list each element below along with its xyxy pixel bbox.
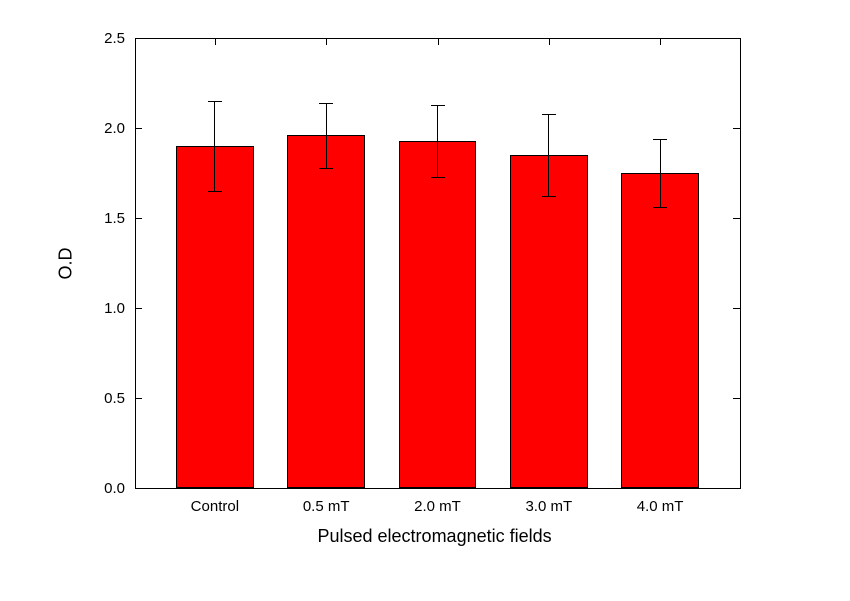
- y-tick-left: [135, 38, 142, 39]
- plot-border-bottom: [135, 488, 741, 489]
- plot-border-right: [740, 38, 741, 489]
- y-tick-label: 1.0: [104, 300, 125, 317]
- x-tick-top: [326, 38, 327, 45]
- bar: [621, 173, 699, 488]
- error-bar-line: [214, 101, 215, 191]
- y-tick-label: 0.5: [104, 390, 125, 407]
- bar: [176, 146, 254, 488]
- x-tick-top: [438, 38, 439, 45]
- y-tick-label: 2.0: [104, 120, 125, 137]
- y-tick-right: [733, 38, 740, 39]
- y-tick-left: [135, 488, 142, 489]
- y-tick-right: [733, 308, 740, 309]
- error-bar-cap-top: [431, 105, 445, 106]
- bar: [510, 155, 588, 488]
- error-bar-cap-bottom: [542, 196, 556, 197]
- y-tick-right: [733, 128, 740, 129]
- y-axis-label: O.D: [56, 247, 77, 279]
- x-tick-label: 4.0 mT: [620, 498, 700, 515]
- x-tick-label: 0.5 mT: [286, 498, 366, 515]
- error-bar-cap-bottom: [653, 207, 667, 208]
- chart-canvas: O.D Pulsed electromagnetic fields 0.0 0.5…: [0, 0, 850, 601]
- x-tick-label: Control: [175, 498, 255, 515]
- error-bar-line: [660, 139, 661, 207]
- y-tick-right: [733, 398, 740, 399]
- bar: [399, 141, 477, 488]
- x-tick-label: 2.0 mT: [398, 498, 478, 515]
- error-bar-cap-top: [542, 114, 556, 115]
- x-axis-label: Pulsed electromagnetic fields: [318, 526, 552, 547]
- x-tick-top: [215, 38, 216, 45]
- y-tick-left: [135, 398, 142, 399]
- error-bar-cap-top: [208, 101, 222, 102]
- y-tick-right: [733, 488, 740, 489]
- error-bar-cap-top: [653, 139, 667, 140]
- y-tick-left: [135, 218, 142, 219]
- y-tick-right: [733, 218, 740, 219]
- y-tick-left: [135, 128, 142, 129]
- y-tick-label: 1.5: [104, 210, 125, 227]
- error-bar-cap-bottom: [208, 191, 222, 192]
- y-tick-label: 0.0: [104, 480, 125, 497]
- error-bar-line: [326, 103, 327, 168]
- x-tick-top: [660, 38, 661, 45]
- plot-border-left: [135, 38, 136, 488]
- error-bar-cap-bottom: [431, 177, 445, 178]
- error-bar-cap-top: [319, 103, 333, 104]
- x-tick-label: 3.0 mT: [509, 498, 589, 515]
- y-tick-left: [135, 308, 142, 309]
- error-bar-line: [548, 114, 549, 197]
- bar: [287, 135, 365, 488]
- y-tick-label: 2.5: [104, 30, 125, 47]
- error-bar-cap-bottom: [319, 168, 333, 169]
- error-bar-line: [437, 105, 438, 177]
- x-tick-top: [549, 38, 550, 45]
